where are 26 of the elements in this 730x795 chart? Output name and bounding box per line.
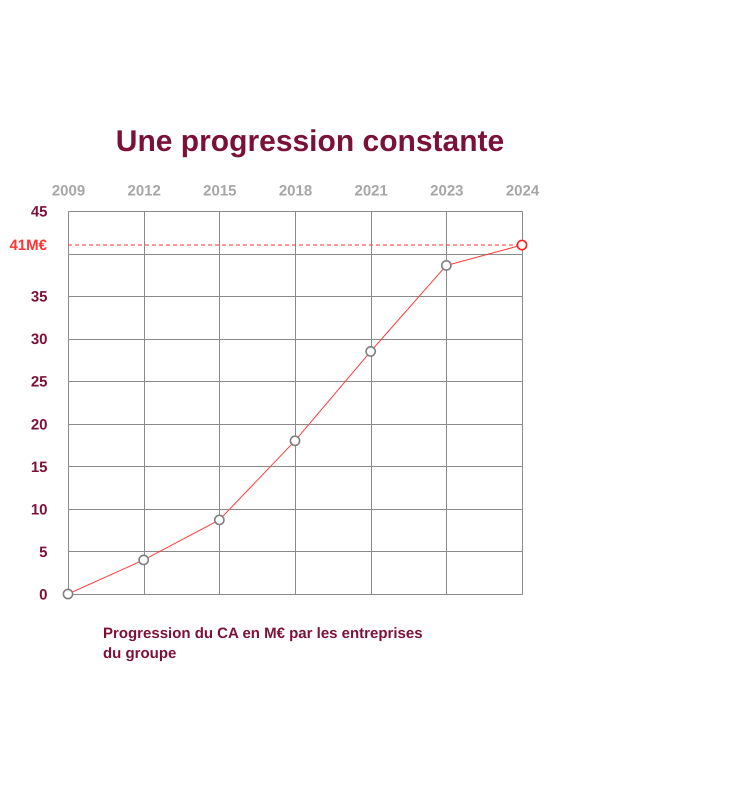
ref-line-label: 41M€ [9,237,48,254]
x-tick-label: 2018 [278,182,312,200]
y-tick-label: 10 [30,501,48,518]
point [365,346,376,357]
point [440,260,452,271]
point [516,240,528,250]
y-tick-label: 25 [30,374,48,391]
y-tick-label: 15 [30,458,48,476]
y-tick-label: 35 [30,288,48,306]
point [290,435,300,446]
text: Progression du CA en M€ par les entreprises du groupe [103,625,423,662]
x-tick-label: 2009 [52,182,86,200]
x-tick-label: 2023 [430,182,464,200]
point [62,588,74,600]
y-tick-label: 5 [39,544,48,561]
y-tick-label: 30 [30,331,48,348]
x-tick-label: 2015 [203,182,237,200]
y-tick-label: 45 [30,204,48,220]
x-tick-label: 2012 [127,182,161,200]
point [214,514,225,526]
y-tick-label: 20 [30,416,48,434]
y-tick-label: 0 [39,586,48,604]
x-tick-label: 2021 [354,182,388,200]
point [138,554,150,566]
chart-title: Une progression constante [116,125,504,158]
x-tick-label: 2024 [506,182,540,200]
